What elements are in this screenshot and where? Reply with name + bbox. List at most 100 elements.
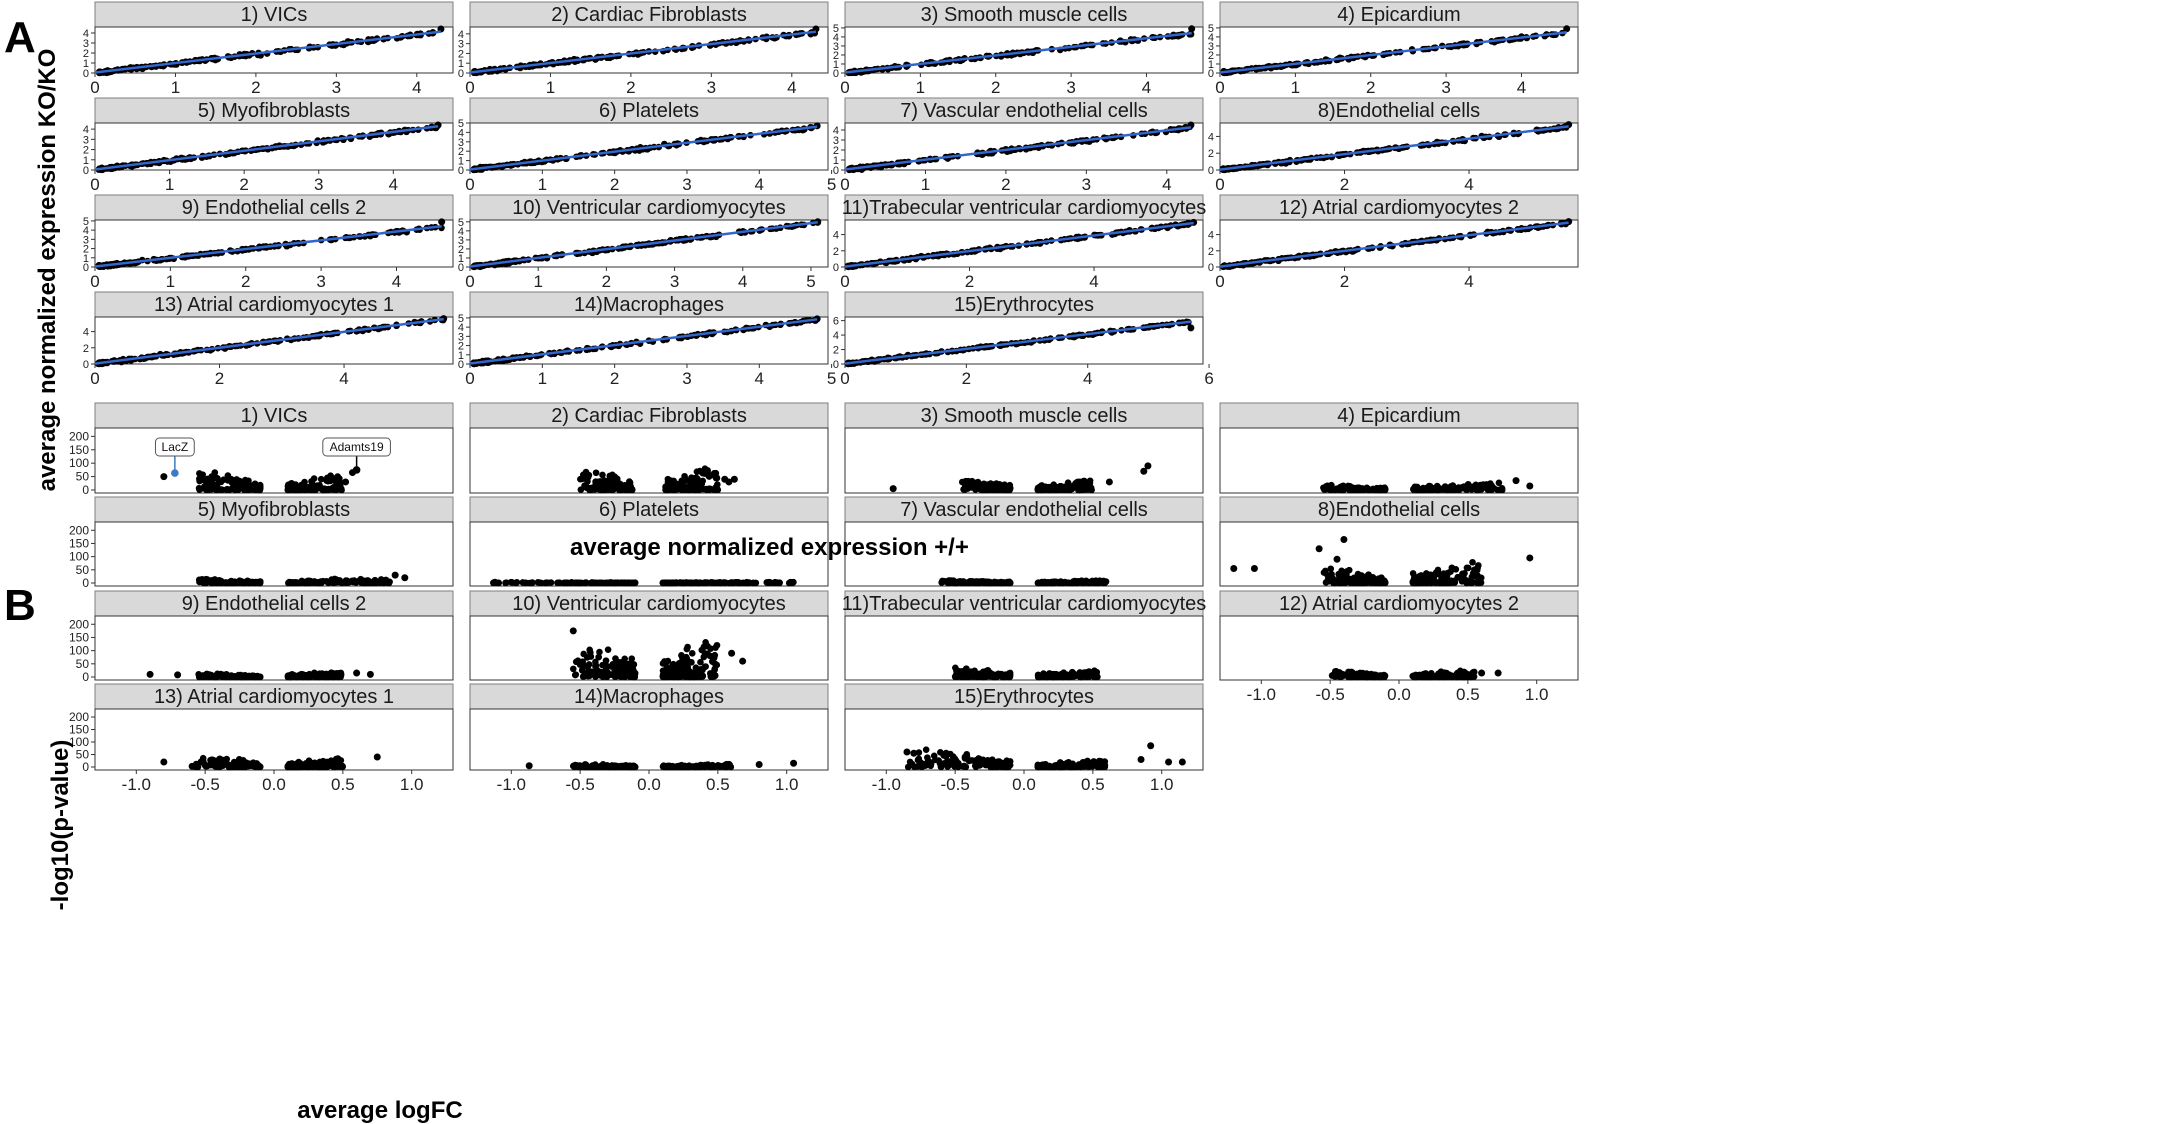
x-tick-label: 0 <box>465 369 474 388</box>
x-tick-label: 1 <box>1291 78 1300 97</box>
y-tick-label: 2 <box>1208 50 1214 62</box>
data-point <box>577 475 584 483</box>
y-tick-label: 3 <box>83 38 89 50</box>
data-point <box>1443 571 1451 579</box>
data-point <box>625 486 632 493</box>
y-tick-label: 1 <box>833 155 839 167</box>
x-tick-label: 4 <box>755 175 764 194</box>
data-point <box>160 473 168 481</box>
y-tick-label: 0 <box>1208 68 1214 80</box>
data-point <box>494 579 502 587</box>
x-tick-label: 2 <box>215 369 224 388</box>
y-tick-label: 2 <box>833 345 839 357</box>
data-point <box>1095 579 1103 586</box>
data-point <box>725 478 733 486</box>
data-point <box>987 480 994 487</box>
data-point <box>508 579 516 586</box>
plot-frame <box>94 615 454 681</box>
fit-line <box>844 126 1192 171</box>
x-tick-label: 0 <box>840 175 849 194</box>
facet-title: 8)Endothelial cells <box>1318 499 1480 521</box>
data-point <box>788 579 795 586</box>
data-point <box>253 578 261 586</box>
data-point <box>1088 579 1096 586</box>
data-point <box>606 476 613 484</box>
y-tick-label: 2 <box>83 145 89 157</box>
y-tick-label: 6 <box>833 316 839 328</box>
y-tick-label: 150 <box>69 536 89 550</box>
y-tick-label: 1 <box>458 156 464 168</box>
x-tick-label: 0 <box>1215 272 1224 291</box>
facet-a-11: 11)Trabecular ventricular cardiomyocytes… <box>833 194 1206 291</box>
data-point <box>1322 579 1330 586</box>
facet-strip <box>1219 97 1579 124</box>
facet-strip <box>94 194 454 221</box>
y-tick-label: 2 <box>83 48 89 60</box>
data-point <box>995 485 1003 493</box>
data-point <box>209 579 216 587</box>
x-tick-label: 2 <box>962 369 971 388</box>
data-point <box>1140 467 1148 475</box>
data-point <box>529 579 536 586</box>
y-tick-label: 2 <box>833 145 839 157</box>
facet-title: 6) Platelets <box>599 499 699 521</box>
data-point <box>1334 486 1341 493</box>
data-point <box>334 578 341 586</box>
x-tick-label: 4 <box>412 78 421 97</box>
data-point <box>663 482 671 489</box>
data-point <box>677 579 684 587</box>
data-point <box>1006 485 1013 493</box>
data-point <box>226 486 233 494</box>
data-point <box>1433 486 1441 494</box>
data-point <box>1426 485 1434 493</box>
y-tick-label: 5 <box>1208 23 1214 35</box>
x-tick-label: 4 <box>392 272 401 291</box>
x-tick-label: 2 <box>991 78 1000 97</box>
data-point <box>1079 486 1087 494</box>
y-tick-label: 50 <box>76 563 90 577</box>
facet-title: 6) Platelets <box>599 100 699 122</box>
y-tick-label: 4 <box>83 225 89 237</box>
data-point <box>672 486 680 493</box>
data-point <box>336 483 344 491</box>
y-tick-label: 3 <box>1208 41 1214 53</box>
gene-label-adamts19: Adamts19 <box>330 440 384 454</box>
facet-title: 13) Atrial cardiomyocytes 1 <box>154 294 394 316</box>
data-point <box>438 218 446 226</box>
y-tick-label: 2 <box>833 246 839 258</box>
data-point <box>229 579 237 587</box>
x-tick-label: 4 <box>389 175 398 194</box>
data-point <box>401 574 409 582</box>
x-tick-label: 4 <box>787 78 796 97</box>
data-point <box>350 577 358 584</box>
y-tick-label: 3 <box>833 41 839 53</box>
data-point <box>1059 486 1067 494</box>
data-point <box>1340 536 1348 543</box>
x-tick-label: 0 <box>90 78 99 97</box>
y-tick-label: 2 <box>83 343 89 355</box>
fit-line <box>469 30 817 74</box>
data-point <box>1320 484 1327 492</box>
y-tick-label: 4 <box>833 125 839 137</box>
x-tick-label: 3 <box>316 272 325 291</box>
data-point <box>1081 579 1088 586</box>
data-point <box>310 486 318 494</box>
data-point <box>712 474 720 482</box>
data-point <box>302 578 309 586</box>
data-point <box>1451 577 1458 585</box>
data-point <box>521 579 529 587</box>
facet-title: 5) Myofibroblasts <box>198 100 350 122</box>
data-point <box>717 579 724 587</box>
x-tick-label: 1 <box>171 78 180 97</box>
y-tick-label: 0 <box>458 165 464 177</box>
x-tick-label: 1 <box>916 78 925 97</box>
data-point <box>745 579 752 586</box>
